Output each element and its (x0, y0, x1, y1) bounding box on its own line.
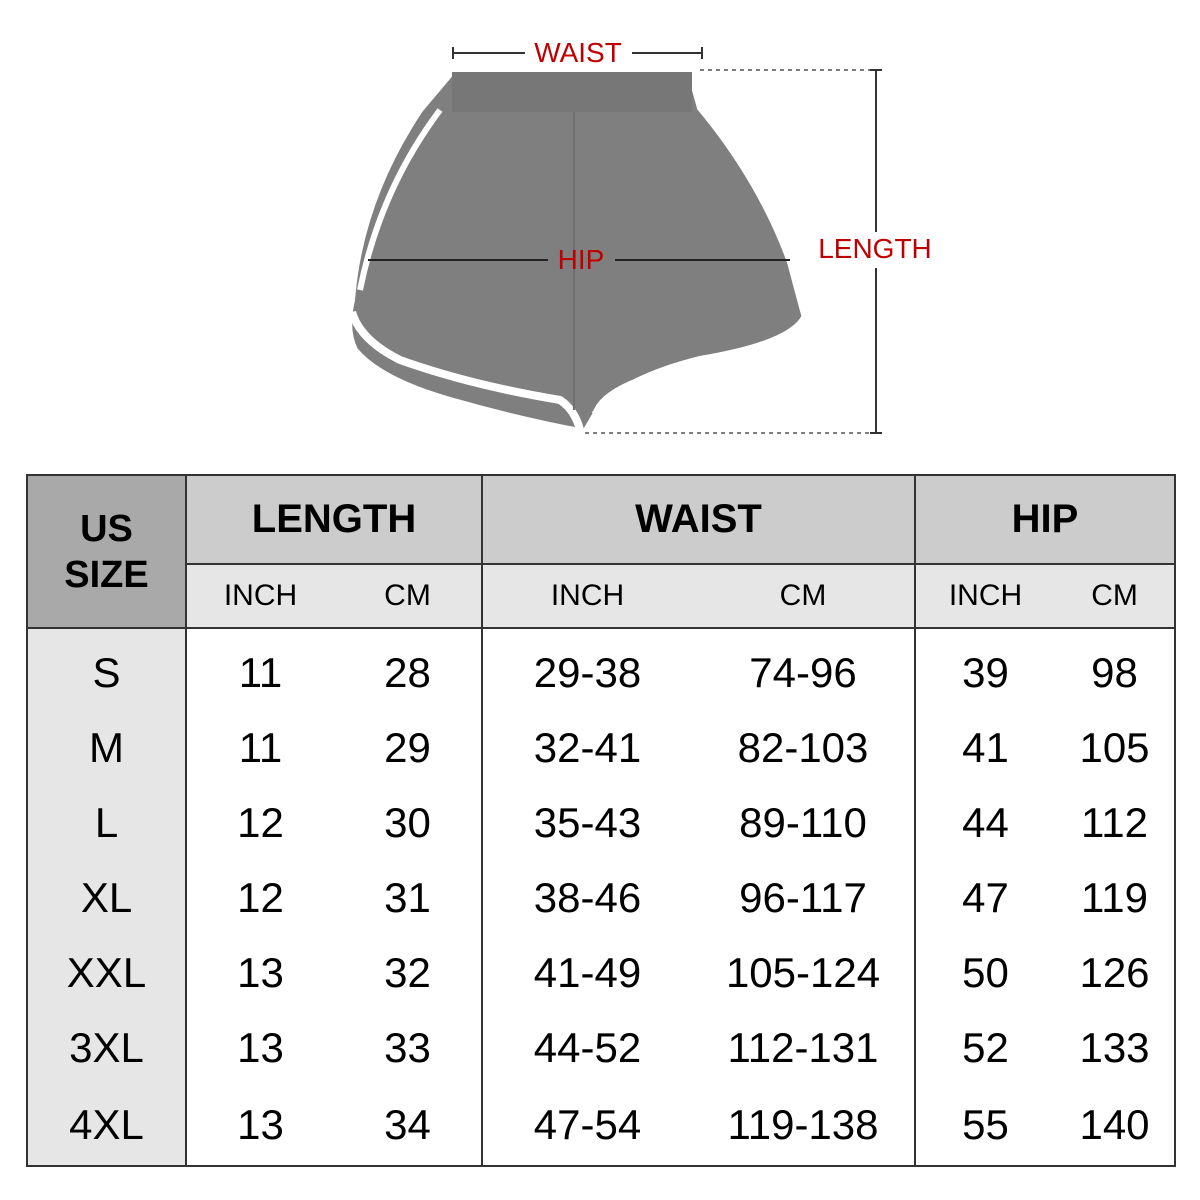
unit-header: INCH (185, 563, 334, 629)
waistband (452, 72, 692, 112)
value-cell: 33 (334, 1010, 483, 1085)
value-cell: 50 (914, 935, 1056, 1010)
size-cell: XXL (26, 935, 187, 1010)
value-cell: 32 (334, 935, 483, 1010)
value-cell: 13 (185, 935, 334, 1010)
size-table: US SIZE LENGTH WAIST HIP INCH CM INCH CM … (26, 474, 1177, 1167)
value-cell: 44-52 (481, 1010, 692, 1085)
value-cell: 11 (185, 628, 334, 710)
size-cell: L (26, 785, 187, 860)
value-cell: 140 (1055, 1085, 1177, 1167)
value-cell: 112-131 (692, 1010, 917, 1085)
value-cell: 29 (334, 710, 483, 785)
hip-label: HIP (558, 244, 605, 275)
table-row: 4XL 13 34 47-54 119-138 55 140 (26, 1085, 1177, 1167)
value-cell: 13 (185, 1010, 334, 1085)
left-trim (357, 108, 443, 291)
unit-header: INCH (481, 563, 692, 629)
value-cell: 55 (914, 1085, 1056, 1167)
value-cell: 32-41 (481, 710, 692, 785)
value-cell: 105-124 (692, 935, 917, 1010)
value-cell: 98 (1055, 628, 1177, 710)
value-cell: 38-46 (481, 860, 692, 935)
unit-header: CM (692, 563, 917, 629)
hem-trim-right (591, 315, 809, 418)
us-size-header: US SIZE (26, 474, 187, 629)
value-cell: 119-138 (692, 1085, 917, 1167)
value-cell: 39 (914, 628, 1056, 710)
value-cell: 31 (334, 860, 483, 935)
right-trim (697, 106, 793, 264)
value-cell: 28 (334, 628, 483, 710)
table-row: M 11 29 32-41 82-103 41 105 (26, 710, 1177, 785)
waist-label: WAIST (534, 37, 622, 68)
table-row: XXL 13 32 41-49 105-124 50 126 (26, 935, 1177, 1010)
table-row: S 11 28 29-38 74-96 39 98 (26, 628, 1177, 710)
value-cell: 52 (914, 1010, 1056, 1085)
waist-header: WAIST (480, 474, 917, 565)
value-cell: 11 (185, 710, 334, 785)
value-cell: 12 (185, 860, 334, 935)
table-row: L 12 30 35-43 89-110 44 112 (26, 785, 1177, 860)
shorts-measurement-diagram: WAIST HIP LENGTH (346, 37, 938, 436)
value-cell: 119 (1055, 860, 1177, 935)
value-cell: 41-49 (481, 935, 692, 1010)
value-cell: 30 (334, 785, 483, 860)
value-cell: 105 (1055, 710, 1177, 785)
hip-header: HIP (914, 474, 1177, 565)
value-cell: 89-110 (692, 785, 917, 860)
table-row: 3XL 13 33 44-52 112-131 52 133 (26, 1010, 1177, 1085)
value-cell: 41 (914, 710, 1056, 785)
value-cell: 74-96 (692, 628, 917, 710)
value-cell: 126 (1055, 935, 1177, 1010)
size-cell: S (26, 628, 187, 710)
value-cell: 13 (185, 1085, 334, 1167)
length-header: LENGTH (185, 474, 483, 565)
size-cell: 4XL (26, 1085, 187, 1167)
unit-header: INCH (914, 563, 1056, 629)
value-cell: 34 (334, 1085, 483, 1167)
size-cell: XL (26, 860, 187, 935)
hem-trim (348, 310, 584, 432)
table-row: XL 12 31 38-46 96-117 47 119 (26, 860, 1177, 935)
value-cell: 82-103 (692, 710, 917, 785)
value-cell: 112 (1055, 785, 1177, 860)
value-cell: 29-38 (481, 628, 692, 710)
unit-header: CM (1055, 563, 1177, 629)
value-cell: 47-54 (481, 1085, 692, 1167)
size-cell: 3XL (26, 1010, 187, 1085)
length-label: LENGTH (818, 233, 932, 264)
value-cell: 44 (914, 785, 1056, 860)
size-cell: M (26, 710, 187, 785)
value-cell: 133 (1055, 1010, 1177, 1085)
value-cell: 35-43 (481, 785, 692, 860)
unit-header: CM (334, 563, 483, 629)
value-cell: 12 (185, 785, 334, 860)
value-cell: 96-117 (692, 860, 917, 935)
value-cell: 47 (914, 860, 1056, 935)
